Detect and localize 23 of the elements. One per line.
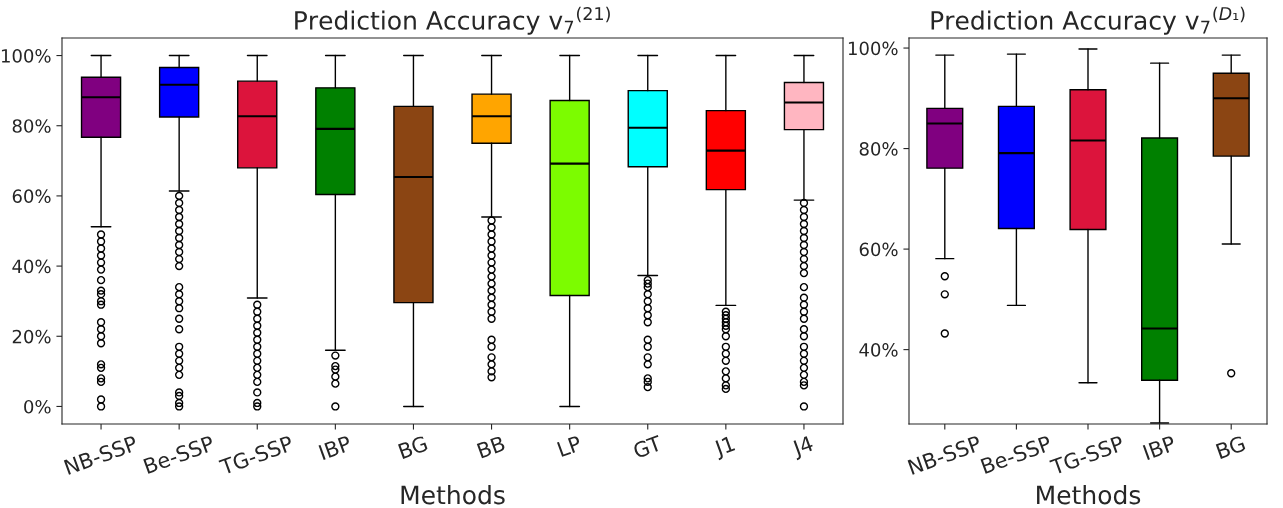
y-tick-label: 60% <box>859 242 898 257</box>
chart-title: Prediction Accuracy v$_{7}$$^{(D₁)}$ <box>931 6 1245 35</box>
y-tick-label: 100% <box>848 41 898 56</box>
y-tick-label: 100% <box>1 49 51 63</box>
y-tick-label: 60% <box>12 189 51 204</box>
y-tick-label: 40% <box>12 259 51 274</box>
y-tick-label: 80% <box>859 142 898 156</box>
x-tick-label: BG <box>1215 435 1246 460</box>
x-tick-label: IBP <box>1142 435 1177 460</box>
y-tick-label: 0% <box>24 399 51 414</box>
x-tick-label: LP <box>556 435 583 457</box>
x-tick-label: GT <box>632 434 664 459</box>
x-tick-label: J1 <box>712 435 737 461</box>
x-tick-label: J4 <box>790 435 816 461</box>
x-tick-label: BB <box>476 435 506 459</box>
x-tick-label: BG <box>397 435 429 460</box>
y-tick-label: 80% <box>12 119 51 133</box>
y-tick-label: 40% <box>859 343 898 357</box>
x-axis-title: Methods <box>401 485 505 505</box>
chart-title: Prediction Accuracy v$_{7}$$^{(21)}$ <box>295 6 610 35</box>
y-tick-label: 20% <box>12 329 51 344</box>
x-tick-label: IBP <box>318 435 353 460</box>
x-axis-title: Methods <box>1037 485 1141 505</box>
